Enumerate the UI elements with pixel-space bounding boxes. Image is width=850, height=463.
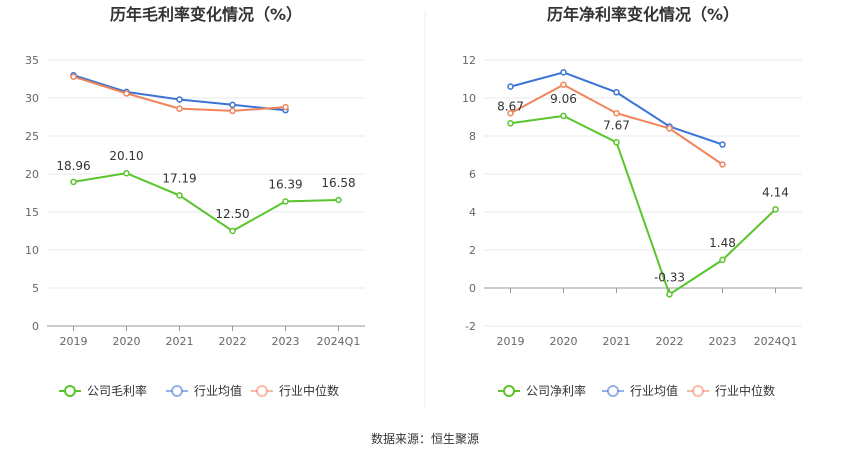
data-point-company	[335, 196, 342, 204]
y-tick-label: 4	[469, 206, 476, 219]
x-tick-label: 2023	[709, 335, 737, 348]
x-tick-label: 2020	[113, 335, 141, 348]
x-tick-label: 2022	[219, 335, 247, 348]
y-tick-label: 10	[25, 244, 39, 257]
data-point-industry_median	[560, 81, 567, 88]
data-point-industry_median	[507, 109, 514, 117]
data-point-industry_avg	[719, 141, 726, 148]
y-tick-label: 15	[25, 206, 39, 219]
data-point-industry_median	[719, 161, 726, 168]
x-tick-label: 2024Q1	[754, 335, 798, 348]
series-line-company	[510, 114, 777, 296]
x-tick-label: 2019	[497, 335, 525, 348]
legend-label: 行业均值	[194, 383, 242, 398]
y-tick-label: 30	[25, 92, 39, 105]
data-label: 7.67	[603, 118, 630, 132]
data-point-industry_avg	[507, 83, 514, 90]
data-point-industry_avg	[176, 96, 183, 103]
legend-label: 行业均值	[630, 383, 678, 398]
data-point-industry_median	[176, 105, 183, 112]
legend-swatch-marker	[64, 385, 76, 397]
data-label: 18.96	[56, 159, 90, 173]
data-point-industry_avg	[560, 69, 567, 76]
legend-label: 公司净利率	[526, 383, 586, 398]
x-tick-label: 2019	[60, 335, 88, 348]
y-tick-label: 5	[32, 282, 39, 295]
data-label: 12.50	[215, 207, 249, 221]
data-label: 16.39	[268, 177, 302, 191]
y-tick-label: 10	[462, 92, 476, 105]
data-point-industry_median	[229, 107, 236, 115]
data-label: 1.48	[709, 236, 736, 250]
legend-item-industry_avg: 行业均值	[602, 383, 678, 398]
series-line-industry_avg	[73, 74, 286, 112]
data-point-industry_median	[666, 125, 673, 132]
x-tick-label: 2021	[603, 335, 631, 348]
data-point-industry_median	[282, 103, 289, 111]
legend-item-industry_median: 行业中位数	[687, 383, 775, 398]
data-point-company	[176, 192, 183, 199]
y-tick-label: 35	[25, 54, 39, 67]
legend-item-company: 公司净利率	[498, 383, 586, 398]
data-label: 9.06	[550, 92, 577, 106]
chart-title: 历年净利率变化情况（%）	[547, 5, 739, 24]
data-point-company	[719, 256, 726, 264]
data-point-company	[560, 112, 567, 120]
legend-label: 行业中位数	[279, 383, 339, 398]
legend-label: 公司毛利率	[87, 383, 147, 398]
legend-swatch-marker	[607, 385, 619, 397]
y-tick-label: 0	[469, 282, 476, 295]
data-label: 8.67	[497, 99, 524, 113]
data-point-company	[123, 169, 130, 177]
y-tick-label: 12	[462, 54, 476, 67]
data-point-industry_avg	[613, 89, 620, 96]
y-tick-label: 20	[25, 168, 39, 181]
x-tick-label: 2024Q1	[317, 335, 361, 348]
data-point-industry_median	[70, 73, 77, 80]
legend-swatch-marker	[503, 385, 515, 397]
y-tick-label: -2	[465, 320, 476, 333]
legend-item-industry_avg: 行业均值	[166, 383, 242, 398]
data-point-company	[666, 291, 673, 298]
data-point-industry_median	[613, 109, 620, 117]
data-point-company	[70, 178, 77, 186]
x-tick-label: 2021	[166, 335, 194, 348]
y-tick-label: 25	[25, 130, 39, 143]
data-label: 16.58	[321, 176, 355, 190]
y-tick-label: 6	[469, 168, 476, 181]
legend-swatch-marker	[171, 385, 183, 397]
chart-title: 历年毛利率变化情况（%）	[110, 5, 302, 24]
x-tick-label: 2023	[272, 335, 300, 348]
data-source-label: 数据来源：恒生聚源	[371, 431, 479, 446]
series-line-industry_avg	[510, 71, 723, 146]
legend-item-industry_median: 行业中位数	[251, 383, 339, 398]
x-tick-label: 2022	[656, 335, 684, 348]
data-label: 4.14	[762, 185, 789, 199]
data-point-industry_avg	[229, 101, 236, 109]
data-label: -0.33	[654, 270, 685, 284]
data-label: 20.10	[109, 149, 143, 163]
data-point-company	[229, 227, 236, 235]
y-tick-label: 8	[469, 130, 476, 143]
legend-swatch-marker	[256, 385, 268, 397]
x-tick-label: 2020	[550, 335, 578, 348]
legend-label: 行业中位数	[715, 383, 775, 398]
data-point-company	[507, 120, 514, 127]
data-point-company	[772, 206, 779, 213]
data-point-company	[613, 139, 620, 146]
data-point-industry_median	[123, 90, 130, 97]
legend-swatch-marker	[692, 385, 704, 397]
y-tick-label: 2	[469, 244, 476, 257]
data-point-company	[282, 198, 289, 205]
legend-item-company: 公司毛利率	[59, 383, 147, 398]
chart-gross-margin: 历年毛利率变化情况（%） 0 5 10 15 20 25 30 35 2019 2020 2021 20…	[25, 5, 365, 398]
series-line-company	[73, 172, 339, 233]
chart-net-margin: 历年净利率变化情况（%） -2 0 2 4 6 8 10 12 2019 2020 2021 2022 2…	[462, 5, 802, 398]
data-label: 17.19	[162, 171, 196, 185]
y-tick-label: 0	[32, 320, 39, 333]
